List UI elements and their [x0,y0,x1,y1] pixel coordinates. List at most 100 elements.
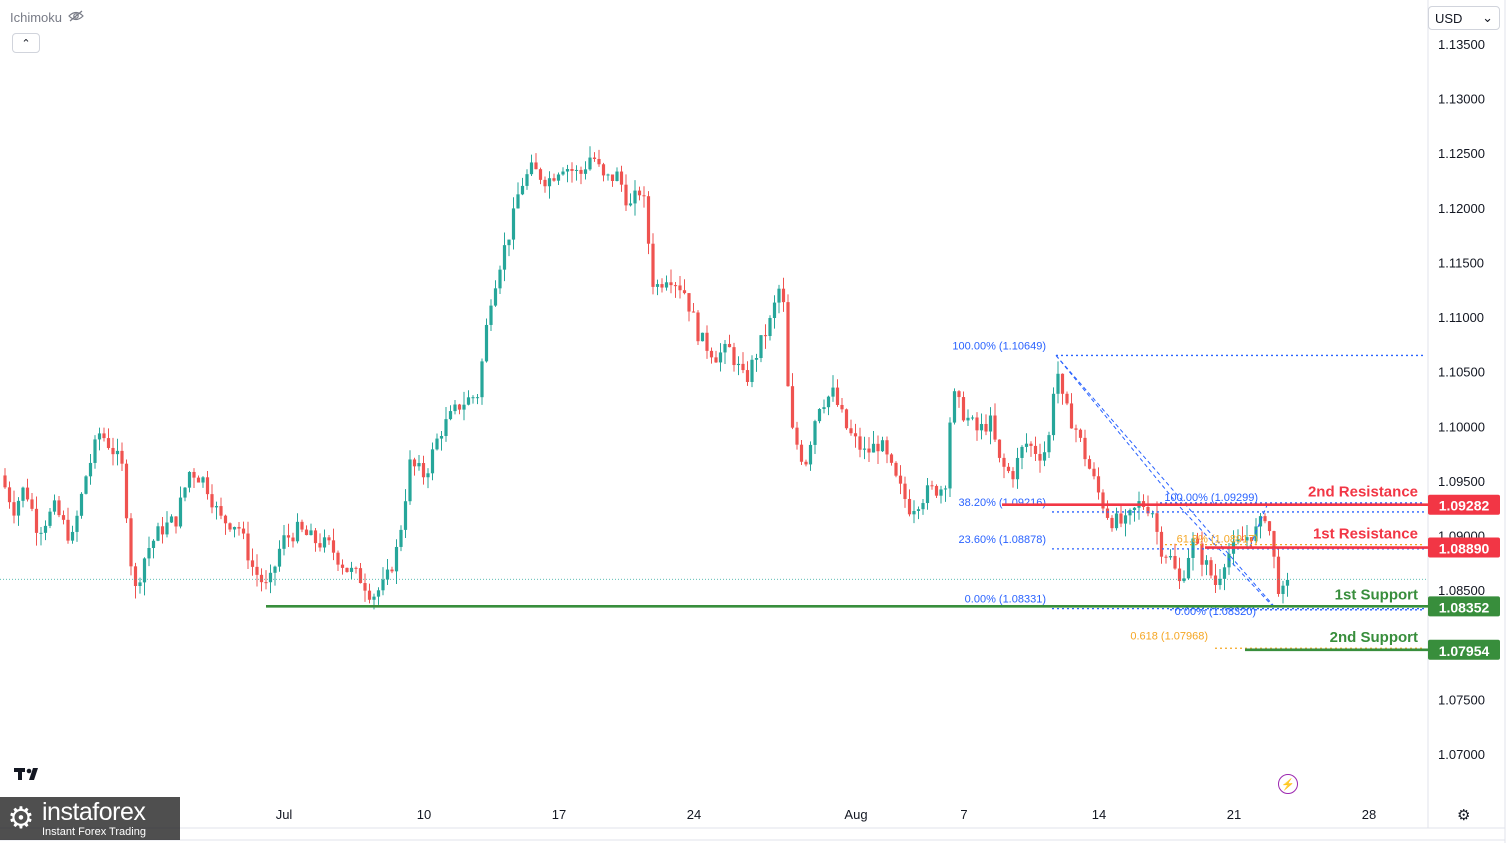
candle-body [633,190,637,204]
candle-body [1249,537,1254,542]
eye-off-icon[interactable] [68,10,84,25]
candle-body [381,579,385,591]
collapse-button[interactable]: ⌃ [12,33,40,53]
candle-body [25,487,30,500]
candle-body [997,439,1002,458]
tradingview-logo[interactable] [14,766,44,787]
candle-body [1114,513,1119,529]
y-tick-label: 1.08500 [1438,583,1485,598]
level-label: 1st Support [1335,586,1418,603]
candle-body [597,158,601,165]
lightning-icon[interactable]: ⚡ [1278,774,1298,794]
candle-body [916,509,921,511]
candle-body [1168,556,1173,558]
candle-body [570,169,574,171]
candle-body [907,498,912,515]
candle-body [1083,437,1087,460]
level-price-tag [1428,494,1500,515]
candle-body [579,169,583,174]
candle-body [336,552,340,565]
candle-body [16,500,21,516]
candle-body [1213,575,1218,586]
candle-body [1029,443,1033,446]
candle-body [664,282,669,288]
candle-body [97,433,102,440]
candle-body [970,417,975,419]
candle-body [214,506,219,508]
candle-body [120,450,124,464]
candle-body [1038,453,1042,461]
candle-body [561,171,565,175]
candle-body [1272,531,1276,557]
candle-body [813,421,817,445]
candle-body [948,422,952,489]
candle-body [826,396,831,408]
candle-body [1020,446,1024,458]
candle-body [57,500,61,516]
candle-body [457,404,462,410]
y-tick-label: 1.13000 [1438,92,1485,107]
candle-body [804,461,808,465]
candle-body [1105,508,1110,518]
candle-body [498,269,502,289]
candle-body [705,332,709,351]
currency-selector[interactable]: USD ⌄ [1428,6,1500,30]
candle-body [219,506,223,516]
y-tick-label: 1.07000 [1438,747,1485,762]
candle-body [466,397,471,405]
candle-body [259,574,264,583]
candle-body [3,475,7,488]
candle-body [655,284,660,287]
fib-trend-line [1179,506,1277,611]
candle-body [471,397,475,399]
candle-body [723,343,727,353]
candle-body [1047,435,1051,453]
candle-body [12,502,16,516]
fib-trend-line [1055,355,1181,508]
candle-body [1002,457,1006,467]
indicator-legend[interactable]: Ichimoku [10,10,84,25]
candle-body [1015,457,1020,480]
candle-body [1051,393,1056,436]
candle-body [345,567,349,572]
fib-level-label: 38.20% (1.09216) [959,497,1046,509]
candle-body [1150,513,1155,515]
x-tick-label: 7 [960,807,967,822]
candle-body [930,485,934,487]
candle-body [363,583,367,591]
candle-body [1056,373,1060,394]
candle-body [372,596,376,600]
candle-body [736,363,741,366]
candle-body [1177,568,1182,582]
candle-body [462,404,466,410]
fib-level-label: 61.8% (1.08917) [1177,534,1258,546]
candle-body [417,463,421,467]
candle-body [403,501,408,530]
y-tick-label: 1.12000 [1438,201,1485,216]
candle-body [1245,537,1249,541]
candle-body [124,463,129,519]
candle-body [480,361,484,398]
candle-body [840,404,844,410]
fib-level-label: 100.00% (1.10649) [952,340,1046,352]
y-tick-label: 1.11500 [1438,255,1484,270]
candle-body [160,526,165,535]
candle-body [1060,373,1065,394]
candle-body [894,462,898,476]
candle-body [196,477,201,483]
candle-body [817,409,822,422]
candle-body [439,435,444,439]
candle-body [201,477,205,483]
candle-body [1069,403,1074,429]
candle-body [412,459,417,467]
gear-icon[interactable]: ⚙ [1457,807,1471,824]
candle-body [448,411,453,420]
candle-body [673,285,678,287]
level-price-tag-label: 1.08890 [1439,541,1490,557]
candle-body [925,485,930,504]
candle-body [669,282,673,286]
candle-body [1065,393,1069,404]
candle-body [592,157,597,159]
